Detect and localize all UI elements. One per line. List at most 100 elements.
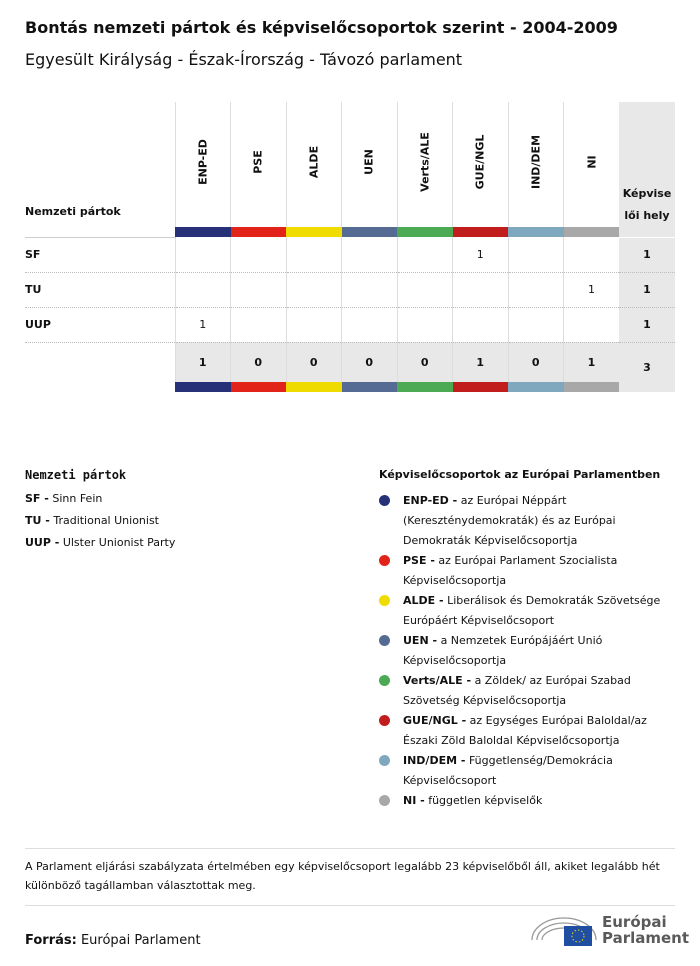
seat-cell xyxy=(452,272,508,308)
seat-cell xyxy=(285,307,342,343)
seat-cell xyxy=(507,272,564,308)
group-color-bar xyxy=(508,382,564,392)
row-total: 1 xyxy=(619,237,675,273)
seat-cell xyxy=(396,307,453,343)
seat-cell xyxy=(174,237,231,273)
seat-cell: 1 xyxy=(563,272,619,308)
group-color-bar xyxy=(563,227,619,237)
seat-cell xyxy=(230,307,286,343)
party-name: Ulster Unionist Party xyxy=(62,536,176,549)
party-name: Sinn Fein xyxy=(52,492,103,505)
group-total: 1 xyxy=(563,342,619,382)
table-row: TU 1 1 xyxy=(25,272,675,308)
group-total: 0 xyxy=(507,342,564,382)
group-desc: Liberálisok és Demokraták Szövetsége Eur… xyxy=(403,594,661,627)
group-header-label: NI xyxy=(585,155,598,169)
group-header-label: ALDE xyxy=(307,145,321,179)
seat-cell xyxy=(285,272,342,308)
group-header-label: PSE xyxy=(251,150,265,174)
group-header-label: UEN xyxy=(362,149,376,175)
group-color-bar xyxy=(508,227,564,237)
row-total: 1 xyxy=(619,307,675,343)
group-color-bar xyxy=(452,227,508,237)
group-header-label: GUE/NGL xyxy=(473,134,487,190)
group-abbr: UEN - xyxy=(403,634,438,647)
group-desc: az Európai Néppárt (Kereszténydemokraták… xyxy=(403,494,616,547)
group-color-bar xyxy=(286,382,342,392)
group-header: Verts/ALE xyxy=(396,102,453,227)
grand-total: 3 xyxy=(619,342,675,393)
seat-cell xyxy=(563,307,619,343)
group-header: GUE/NGL xyxy=(452,102,508,227)
group-dot-icon xyxy=(379,495,390,506)
group-header-label: IND/DEM xyxy=(529,134,543,190)
group-abbr: ALDE - xyxy=(403,594,444,607)
party-abbr: TU - xyxy=(25,514,50,527)
row-total: 1 xyxy=(619,272,675,308)
group-desc: a Zöldek/ az Európai Szabad Szövetség Ké… xyxy=(403,674,631,707)
national-party-item: TU - Traditional Unionist xyxy=(25,511,175,533)
source: Forrás: Európai Parlament xyxy=(25,933,201,948)
group-color-bar xyxy=(341,382,397,392)
group-legend-item: Verts/ALE - a Zöldek/ az Európai Szabad … xyxy=(379,671,679,711)
group-dot-icon xyxy=(379,795,390,806)
group-total: 1 xyxy=(452,342,508,382)
national-party-item: SF - Sinn Fein xyxy=(25,489,175,511)
group-color-bar xyxy=(563,382,619,392)
ep-logo: Európai Parlament xyxy=(530,910,690,950)
seat-cell xyxy=(507,307,564,343)
group-dot-icon xyxy=(379,755,390,766)
group-total: 0 xyxy=(396,342,453,382)
group-dot-icon xyxy=(379,675,390,686)
group-legend-item: ALDE - Liberálisok és Demokraták Szövets… xyxy=(379,591,679,631)
group-legend-item: PSE - az Európai Parlament Szocialista K… xyxy=(379,551,679,591)
ep-hemicycle-logo-icon xyxy=(531,917,597,946)
table-row: SF 1 1 xyxy=(25,237,675,273)
party-abbr: SF - xyxy=(25,492,49,505)
group-desc: a Nemzetek Európájáért Unió Képviselőcso… xyxy=(403,634,603,667)
group-color-bar xyxy=(230,227,286,237)
national-party-item: UUP - Ulster Unionist Party xyxy=(25,533,175,555)
group-legend-item: GUE/NGL - az Egységes Európai Baloldal/a… xyxy=(379,711,679,751)
groups-legend-heading: Képviselőcsoportok az Európai Parlamentb… xyxy=(379,468,661,481)
group-desc: az Európai Parlament Szocialista Képvise… xyxy=(403,554,618,587)
party-abbr: UUP - xyxy=(25,536,60,549)
group-header: NI xyxy=(563,102,619,227)
group-abbr: ENP-ED - xyxy=(403,494,458,507)
group-color-bar xyxy=(397,382,453,392)
group-total: 1 xyxy=(174,342,231,382)
group-dot-icon xyxy=(379,715,390,726)
seat-cell xyxy=(230,272,286,308)
ep-logo-text: Európai Parlament xyxy=(602,913,690,947)
group-color-bar xyxy=(230,382,286,392)
group-header: ENP-ED xyxy=(174,102,231,227)
group-header: UEN xyxy=(341,102,397,227)
group-color-bar xyxy=(175,227,231,237)
group-header: IND/DEM xyxy=(507,102,564,227)
total-header: Képviselői hely xyxy=(619,102,675,238)
seat-cell: 1 xyxy=(174,307,231,343)
page-title: Bontás nemzeti pártok és képviselőcsopor… xyxy=(25,18,618,37)
national-parties-legend: Nemzeti pártok SF - Sinn Fein TU - Tradit… xyxy=(25,465,175,555)
group-dot-icon xyxy=(379,595,390,606)
group-legend-item: IND/DEM - Függetlenség/Demokrácia Képvis… xyxy=(379,751,679,791)
group-color-bar xyxy=(452,382,508,392)
row-header: Nemzeti pártok xyxy=(25,102,175,238)
seat-cell xyxy=(396,237,453,273)
group-desc: Függetlenség/Demokrácia Képviselőcsoport xyxy=(403,754,613,787)
seat-cell xyxy=(230,237,286,273)
seat-cell xyxy=(341,272,397,308)
group-legend-item: ENP-ED - az Európai Néppárt (Keresztényd… xyxy=(379,491,679,551)
group-header-label: Verts/ALE xyxy=(418,132,432,192)
group-abbr: IND/DEM - xyxy=(403,754,466,767)
group-total: 0 xyxy=(230,342,286,382)
group-abbr: Verts/ALE - xyxy=(403,674,472,687)
seat-cell xyxy=(452,307,508,343)
group-color-bar xyxy=(341,227,397,237)
source-label: Forrás: xyxy=(25,933,77,948)
seat-cell xyxy=(341,307,397,343)
party-name: Traditional Unionist xyxy=(53,514,159,527)
group-abbr: NI - xyxy=(403,794,425,807)
group-color-bar xyxy=(397,227,453,237)
